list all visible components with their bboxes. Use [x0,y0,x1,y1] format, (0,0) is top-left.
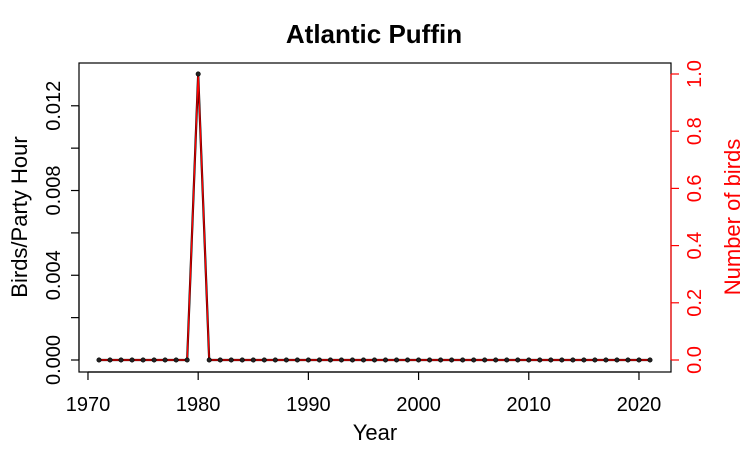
y-axis-right-label: Number of birds [720,139,745,296]
y-right-tick-label: 0.6 [684,174,706,202]
y-tick-label: 0.008 [43,165,65,215]
series-line-birds-per-party-hour [99,73,650,362]
y-tick-label: 0.000 [43,335,65,385]
data-point [129,357,135,363]
data-point [239,357,245,363]
y-tick-label: 0.012 [43,81,65,131]
x-tick-label: 1980 [176,394,221,416]
y-axis-right: 0.0 0.2 0.4 0.6 0.8 1.0 [670,60,706,374]
data-point [228,357,234,363]
data-point [294,357,300,363]
data-point [383,357,389,363]
x-axis: 1970 1980 1990 2000 2010 2020 [66,371,662,416]
data-point [537,357,543,363]
y-right-tick-label: 0.0 [684,346,706,374]
data-point [151,357,157,363]
data-point [272,357,278,363]
x-axis-label: Year [353,420,397,445]
data-point [250,357,256,363]
data-point [371,357,377,363]
data-point [394,357,400,363]
series-line-number-of-birds [99,73,650,361]
data-point [438,357,444,363]
series-layer [96,71,653,363]
data-point [427,357,433,363]
x-tick-label: 2010 [507,394,552,416]
data-point [471,357,477,363]
x-tick-label: 2020 [617,394,662,416]
data-point [96,357,102,363]
y-axis-left: 0.000 0.004 0.008 0.012 [43,81,80,385]
data-point [305,357,311,363]
y-right-tick-label: 0.8 [684,117,706,145]
data-point [504,357,510,363]
x-tick-label: 2000 [396,394,441,416]
data-point [603,357,609,363]
data-point [162,357,168,363]
data-point [360,357,366,363]
data-point [349,357,355,363]
data-point [614,357,620,363]
data-point [405,357,411,363]
data-point [548,357,554,363]
data-point [460,357,466,363]
data-point [559,357,565,363]
data-point [173,357,179,363]
data-point [140,357,146,363]
y-right-tick-label: 0.4 [684,232,706,260]
y-right-tick-label: 1.0 [684,60,706,88]
x-tick-label: 1970 [66,394,111,416]
data-point [195,71,201,77]
chart-title: Atlantic Puffin [286,19,462,49]
data-point [581,357,587,363]
data-point [217,357,223,363]
data-point [570,357,576,363]
data-point [283,357,289,363]
data-point [338,357,344,363]
data-point [107,357,113,363]
data-point [118,357,124,363]
data-point [206,357,212,363]
data-point [261,357,267,363]
data-point [636,357,642,363]
y-axis-label: Birds/Party Hour [7,136,32,297]
data-point [625,357,631,363]
y-right-tick-label: 0.2 [684,289,706,317]
data-point [515,357,521,363]
plot-area-frame [78,62,672,373]
data-point [316,357,322,363]
data-point [493,357,499,363]
data-point [482,357,488,363]
data-point [327,357,333,363]
x-tick-label: 1990 [286,394,331,416]
data-point [526,357,532,363]
data-point [647,357,653,363]
data-point [184,357,190,363]
data-point [449,357,455,363]
data-point [592,357,598,363]
y-tick-label: 0.004 [43,250,65,300]
data-point [416,357,422,363]
